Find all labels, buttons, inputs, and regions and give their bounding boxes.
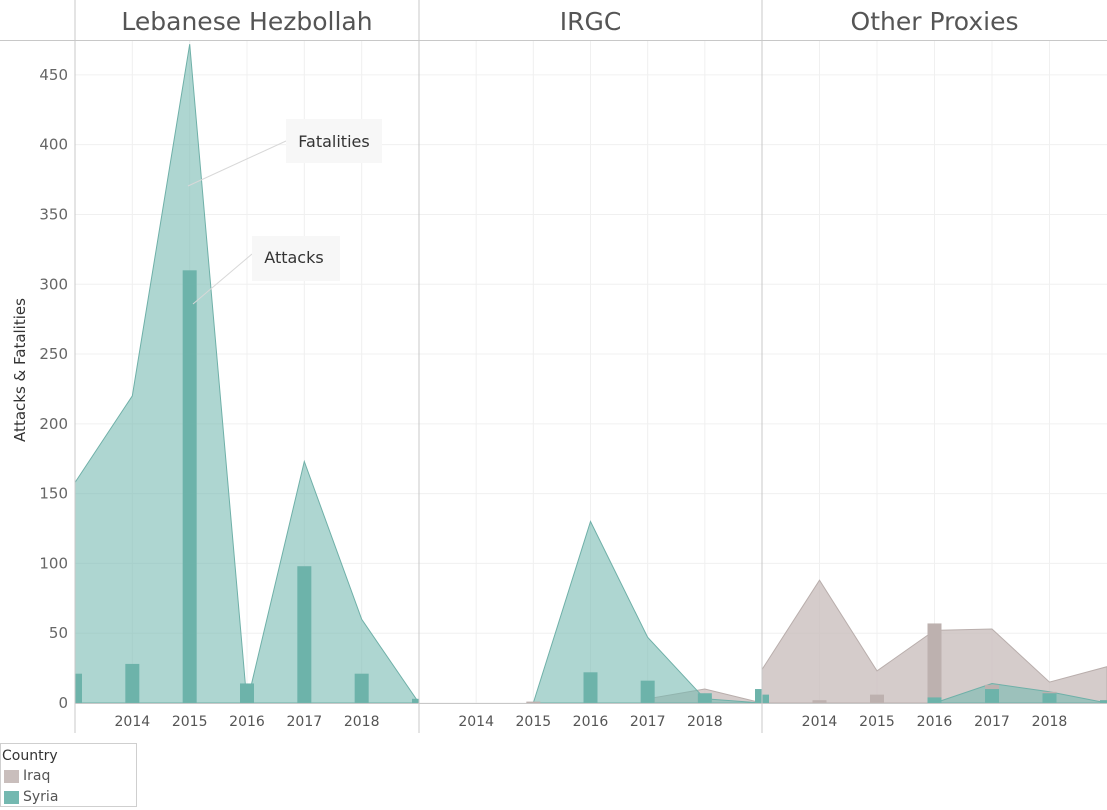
bar-attacks-other-proxies-syria-1 [927,697,942,703]
y-tick-label-300: 300 [39,275,68,293]
bar-attacks-other-proxies-iraq-2 [870,694,884,703]
legend-label-iraq: Iraq [23,768,51,784]
bar-attacks-other-proxies-syria-2 [985,689,999,703]
bar-attacks-other-proxies-iraq-3 [927,623,942,703]
bar-attacks-irgc-syria-3 [755,689,762,703]
annotation-box-attacks [252,236,340,281]
bar-attacks-irgc-syria-0 [583,672,598,703]
bar-attacks-irgc-syria-2 [697,693,712,703]
bar-attacks-lebanese-hezbollah-syria-1 [125,663,140,703]
legend-swatch-syria [4,791,19,804]
legend: Country Iraq Syria [0,743,137,807]
x-tick-label-irgc-2017: 2017 [630,714,666,730]
x-tick-label-lebanese-hezbollah-2014: 2014 [115,714,151,730]
x-tick-label-other-proxies-2015: 2015 [859,714,895,730]
x-tick-label-irgc-2018: 2018 [687,714,723,730]
legend-label-syria: Syria [23,789,59,805]
bar-attacks-irgc-syria-1 [640,680,655,703]
legend-title: Country [2,748,58,764]
bar-attacks-other-proxies-syria-3 [1042,693,1057,703]
bar-attacks-other-proxies-syria-0 [762,694,769,703]
bar-attacks-other-proxies-syria-4 [1100,700,1107,703]
chart-frame [0,0,1107,733]
y-tick-label-150: 150 [39,485,68,503]
bar-attacks-lebanese-hezbollah-syria-4 [297,566,312,703]
y-tick-label-100: 100 [39,554,68,572]
bar-attacks-lebanese-hezbollah-syria-3 [240,683,254,703]
panel-titles: Lebanese Hezbollah IRGC Other Proxies [121,7,1018,36]
bar-attacks-lebanese-hezbollah-syria-5 [354,673,369,703]
x-tick-label-other-proxies-2017: 2017 [974,714,1010,730]
x-tick-label-lebanese-hezbollah-2015: 2015 [172,714,208,730]
x-tick-label-irgc-2015: 2015 [516,714,552,730]
bar-attacks-other-proxies-iraq-1 [812,700,827,703]
x-tick-label-irgc-2016: 2016 [573,714,609,730]
x-tick-label-other-proxies-2014: 2014 [802,714,838,730]
legend-swatch-iraq [4,770,19,783]
y-axis: 0 50 100 150 200 250 300 350 400 450 [39,66,68,712]
panel-title-other-proxies: Other Proxies [851,7,1019,36]
y-tick-label-350: 350 [39,205,68,223]
x-tick-label-other-proxies-2016: 2016 [917,714,953,730]
y-tick-label-250: 250 [39,345,68,363]
annotation-attacks: Attacks [264,248,323,267]
y-tick-label-400: 400 [39,136,68,154]
y-axis-title: Attacks & Fatalities [11,298,29,442]
annotation-leader-attacks [192,253,253,305]
annotation-box-fatalities [286,119,382,163]
annotations: Fatalities Attacks [187,119,382,305]
panel-title-irgc: IRGC [560,7,622,36]
x-tick-label-irgc-2014: 2014 [458,714,494,730]
annotation-leader-fatalities [187,140,287,187]
bar-attacks-lebanese-hezbollah-syria-6 [412,698,419,703]
y-tick-label-50: 50 [49,624,68,642]
bar-attacks-lebanese-hezbollah-syria-2 [182,270,197,703]
x-axis: 2014 2015 2016 2017 2018 2014 2015 2016 2017 2018… [115,714,1068,730]
y-tick-label-450: 450 [39,66,68,84]
bar-attacks-irgc-iraq-0 [526,701,541,703]
x-tick-label-lebanese-hezbollah-2018: 2018 [344,714,380,730]
y-tick-label-0: 0 [58,694,68,712]
x-tick-label-lebanese-hezbollah-2016: 2016 [229,714,265,730]
panel-title-lebanese-hezbollah: Lebanese Hezbollah [121,7,372,36]
x-tick-label-other-proxies-2018: 2018 [1032,714,1068,730]
bar-attacks-lebanese-hezbollah-syria-0 [75,673,82,703]
annotation-fatalities: Fatalities [298,132,369,151]
y-tick-label-200: 200 [39,415,68,433]
x-tick-label-lebanese-hezbollah-2017: 2017 [287,714,323,730]
